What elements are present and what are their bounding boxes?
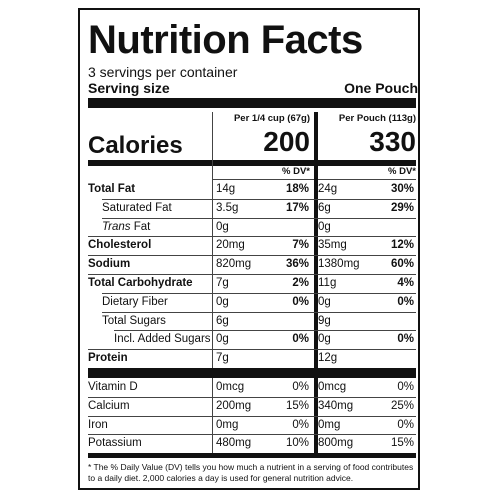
amount: 24g (318, 183, 338, 195)
dv-header: % DV* (282, 166, 310, 177)
amount: 0mg (318, 418, 341, 431)
daily-value: 0% (292, 333, 309, 346)
nutrition-label: Nutrition Facts 3 servings per container S… (78, 8, 420, 490)
nutrient-name: Protein (88, 352, 128, 365)
separator-bar (88, 453, 416, 458)
daily-value: 0% (292, 418, 309, 431)
daily-value: 4% (397, 277, 414, 289)
daily-value: 0% (397, 295, 414, 308)
daily-value: 30% (390, 183, 414, 195)
amount: 340mg (318, 399, 354, 412)
rule (88, 434, 416, 436)
daily-value: 25% (390, 399, 414, 412)
calories-value: 200 (263, 126, 310, 157)
amount: 0g (216, 220, 229, 233)
separator-bar (88, 98, 416, 108)
amount: 800mg (318, 437, 354, 450)
amount: 0mg (216, 418, 239, 431)
amount: 35mg (318, 239, 347, 252)
nutrient-name-rest: Fat (133, 220, 151, 233)
amount: 12g (318, 352, 338, 365)
daily-value: 36% (285, 258, 309, 271)
separator-bar (88, 368, 416, 378)
rule (102, 217, 416, 219)
daily-value: 7% (292, 239, 309, 252)
nutrient-name: Sodium (88, 258, 131, 271)
daily-value: 12% (390, 239, 414, 252)
nutrient-name: Total Fat (88, 183, 136, 195)
daily-value: 15% (285, 399, 309, 412)
daily-value: 0% (292, 295, 309, 308)
daily-value: 0% (397, 418, 414, 431)
amount: 480mg (216, 437, 252, 450)
daily-value: 15% (390, 437, 414, 450)
nutrient-name: Cholesterol (88, 239, 152, 252)
amount: 9g (318, 314, 331, 327)
rule (88, 349, 416, 351)
amount: 0mcg (216, 381, 245, 393)
rule (88, 396, 416, 398)
nutrient-name: Saturated Fat (102, 201, 172, 214)
amount: 7g (216, 352, 229, 365)
column-divider (314, 112, 318, 454)
column-divider (212, 112, 213, 454)
rule (88, 255, 416, 257)
amount: 0g (318, 220, 331, 233)
daily-value: 0% (397, 333, 414, 346)
daily-value: 60% (390, 258, 414, 271)
nutrient-name: Total Carbohydrate (88, 277, 193, 289)
daily-value: 18% (285, 183, 309, 195)
daily-value: 10% (285, 437, 309, 450)
amount: 1380mg (318, 258, 360, 271)
amount: 0g (216, 295, 229, 308)
amount: 0mcg (318, 381, 347, 393)
rule (102, 311, 416, 313)
amount: 14g (216, 183, 236, 195)
daily-value: 0% (397, 381, 414, 393)
rule (88, 415, 416, 417)
dv-header: % DV* (388, 166, 416, 177)
amount: 20mg (216, 239, 245, 252)
rule (102, 198, 416, 200)
daily-value: 29% (390, 201, 414, 214)
title: Nutrition Facts (88, 18, 363, 62)
daily-value: 2% (292, 277, 309, 289)
nutrient-name: Potassium (88, 437, 142, 450)
nutrient-name: Dietary Fiber (102, 295, 168, 308)
amount: 0g (318, 333, 331, 346)
amount: 200mg (216, 399, 252, 412)
serving-size-label: Serving size (88, 80, 170, 96)
column-heading: Per 1/4 cup (67g) (233, 113, 310, 124)
nutrient-name: Total Sugars (102, 314, 166, 327)
rule (88, 236, 416, 238)
rule (102, 292, 416, 294)
amount: 0g (216, 333, 229, 346)
servings: 3 servings per container (88, 64, 238, 80)
daily-value: 0% (292, 381, 309, 393)
amount: 7g (216, 277, 229, 289)
serving-size-value: One Pouch (344, 80, 418, 96)
nutrient-name: Trans Fat (102, 220, 151, 234)
amount: 820mg (216, 258, 252, 271)
calories-value: 330 (369, 126, 416, 157)
column-heading: Per Pouch (113g) (338, 113, 416, 124)
amount: 6g (318, 201, 331, 214)
calories-label: Calories (88, 132, 183, 159)
amount: 0g (318, 295, 331, 308)
rule (88, 274, 416, 275)
amount: 11g (318, 277, 337, 289)
daily-value: 17% (285, 201, 309, 214)
footnote: * The % Daily Value (DV) tells you how m… (88, 462, 414, 483)
nutrient-name: Iron (88, 418, 108, 431)
nutrient-name: Vitamin D (88, 381, 138, 393)
nutrient-name-italic: Trans (102, 220, 131, 233)
nutrient-name: Incl. Added Sugars (114, 333, 211, 346)
amount: 3.5g (216, 201, 239, 214)
separator-bar (88, 160, 416, 166)
rule (114, 330, 416, 332)
nutrient-name: Calcium (88, 399, 130, 412)
amount: 6g (216, 314, 229, 327)
